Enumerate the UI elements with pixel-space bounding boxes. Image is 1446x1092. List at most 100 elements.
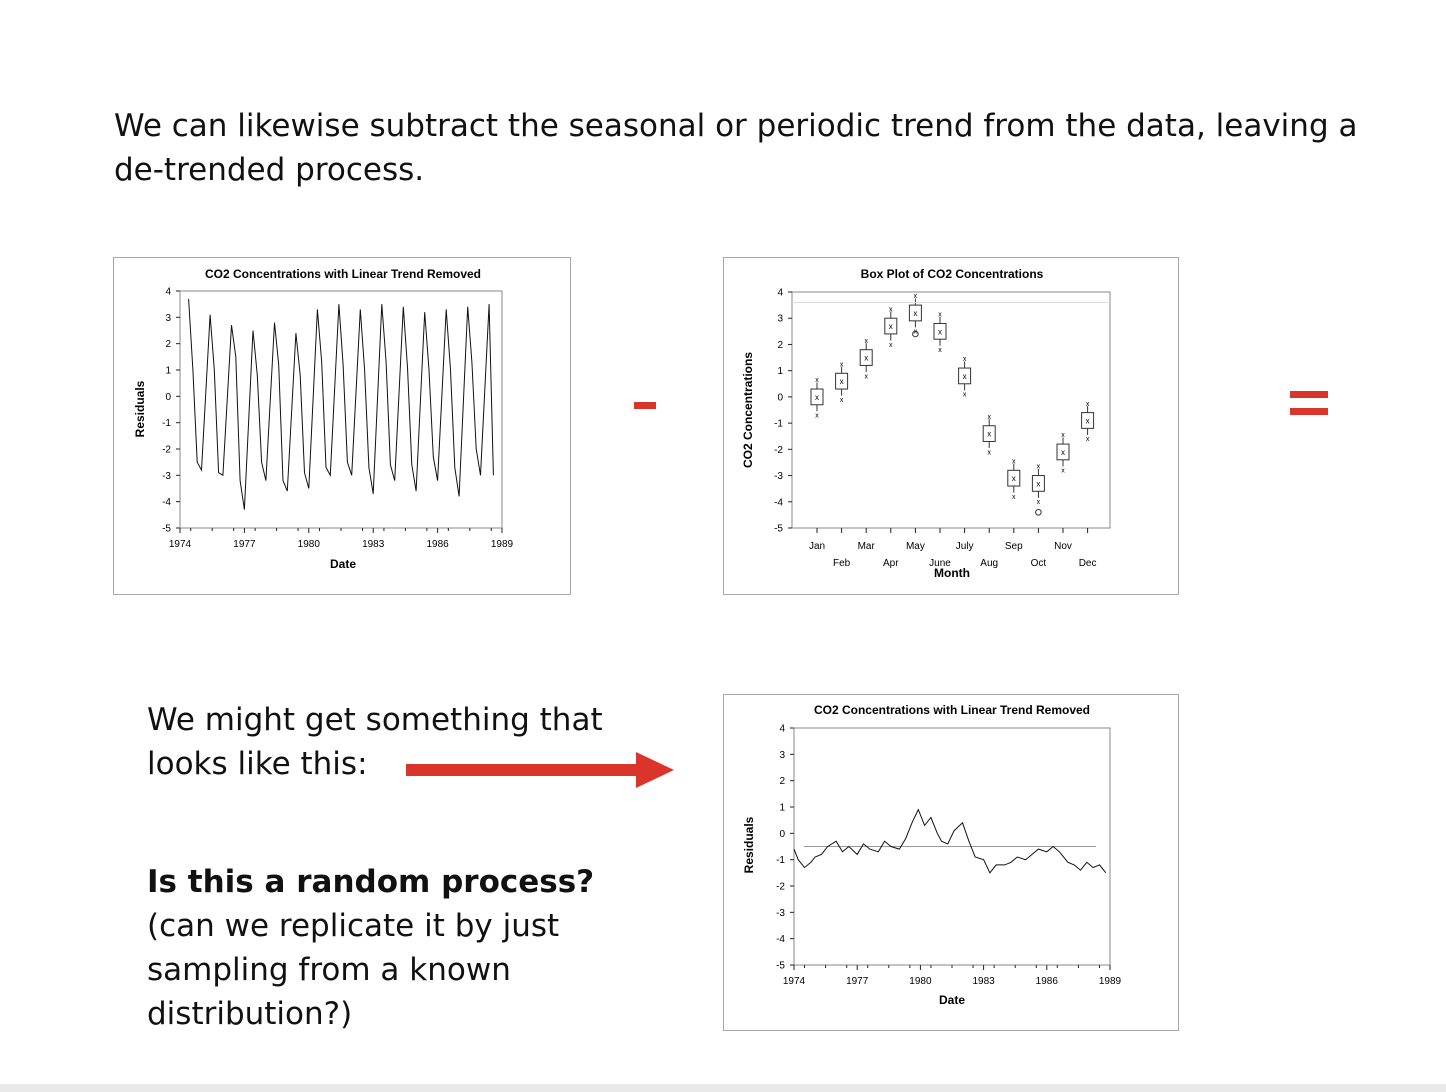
- y-tick-label: 3: [777, 314, 783, 325]
- median-marker: x: [987, 430, 991, 439]
- outlier: [912, 330, 919, 338]
- x-tick-label: Aug: [980, 558, 998, 569]
- y-tick-label: -3: [776, 908, 785, 919]
- series-line: [188, 298, 494, 510]
- y-tick-label: -2: [162, 445, 171, 456]
- box: [982, 425, 996, 442]
- box: [884, 317, 898, 335]
- x-tick-label: Dec: [1079, 558, 1097, 569]
- whisker-cap-marker: x: [1061, 468, 1065, 475]
- y-tick-label: 2: [165, 339, 171, 350]
- y-tick-label: -2: [776, 882, 785, 893]
- whisker-cap-marker: x: [889, 342, 893, 349]
- y-axis-label: Residuals: [133, 380, 147, 437]
- x-axis-label: Month: [934, 566, 970, 580]
- x-tick-label: 1989: [1099, 976, 1122, 987]
- box: [1031, 475, 1045, 492]
- whisker-cap-marker: x: [938, 347, 942, 354]
- median-marker: x: [840, 377, 844, 386]
- whisker-cap-marker: x: [1037, 464, 1041, 471]
- whisker-cap-marker: x: [987, 449, 991, 456]
- chart-box-plot: Box Plot of CO2 Concentrations Month CO2…: [723, 257, 1179, 595]
- y-tick-label: -3: [162, 471, 171, 482]
- question-bold: Is this a random process?: [147, 864, 595, 900]
- x-tick-label: July: [956, 541, 974, 552]
- y-tick-label: 0: [779, 829, 785, 840]
- question-paragraph: Is this a random process? (can we replic…: [147, 860, 617, 1036]
- x-tick-label: 1977: [233, 539, 256, 550]
- whisker-cap-marker: x: [815, 413, 819, 420]
- right-arrow-icon: [406, 752, 674, 788]
- box: [859, 349, 873, 366]
- x-tick-label: 1986: [426, 539, 449, 550]
- whisker-cap-marker: x: [938, 312, 942, 319]
- chart-title: Box Plot of CO2 Concentrations: [861, 267, 1044, 281]
- y-tick-label: -4: [162, 497, 171, 508]
- x-tick-label: 1980: [298, 539, 321, 550]
- y-tick-label: 2: [777, 340, 783, 351]
- whisker-cap-marker: x: [815, 377, 819, 384]
- y-tick-label: -2: [774, 445, 783, 456]
- y-tick-label: 0: [777, 392, 783, 403]
- might-get-text: We might get something that looks like t…: [147, 702, 603, 782]
- x-tick-label: Sep: [1005, 541, 1023, 552]
- x-tick-label: 1986: [1036, 976, 1059, 987]
- x-tick-label: 1974: [169, 539, 192, 550]
- y-tick-label: 1: [165, 366, 171, 377]
- y-tick-label: -1: [774, 419, 783, 430]
- y-tick-label: -1: [162, 418, 171, 429]
- whisker-cap-marker: x: [840, 397, 844, 404]
- chart-seasonal-residuals-svg: CO2 Concentrations with Linear Trend Rem…: [133, 267, 514, 571]
- box: [958, 367, 972, 385]
- intro-paragraph: We can likewise subtract the seasonal or…: [114, 108, 1358, 188]
- y-tick-label: -5: [162, 524, 171, 535]
- y-axis-label: Residuals: [742, 816, 756, 873]
- box: [933, 322, 947, 340]
- whisker-cap-marker: x: [914, 329, 918, 336]
- y-tick-label: -4: [774, 497, 783, 508]
- x-tick-label: Feb: [833, 558, 851, 569]
- median-marker: x: [963, 372, 967, 381]
- chart-title: CO2 Concentrations with Linear Trend Rem…: [814, 703, 1090, 717]
- y-tick-label: -5: [774, 524, 783, 535]
- median-marker: x: [1086, 416, 1090, 425]
- whisker-cap-marker: x: [1086, 401, 1090, 408]
- x-tick-label: 1977: [846, 976, 869, 987]
- x-tick-label: Oct: [1031, 558, 1047, 569]
- y-tick-label: 1: [779, 803, 785, 814]
- x-tick-label: May: [906, 541, 925, 552]
- median-marker: x: [864, 354, 868, 363]
- y-tick-label: 0: [165, 392, 171, 403]
- median-marker: x: [1012, 474, 1016, 483]
- y-tick-label: 4: [165, 287, 171, 298]
- y-tick-label: 3: [165, 313, 171, 324]
- y-axis-label: CO2 Concentrations: [741, 352, 755, 468]
- box: [835, 372, 849, 390]
- whisker-cap-marker: x: [1061, 432, 1065, 439]
- whisker-cap-marker: x: [840, 361, 844, 368]
- median-marker: x: [889, 322, 893, 331]
- y-tick-label: -5: [776, 961, 785, 972]
- whisker-cap-marker: x: [1086, 436, 1090, 443]
- median-marker: x: [938, 327, 942, 336]
- x-tick-label: Apr: [883, 558, 899, 569]
- chart-seasonal-residuals: CO2 Concentrations with Linear Trend Rem…: [113, 257, 571, 595]
- whisker-cap-marker: x: [1037, 499, 1041, 506]
- x-tick-label: 1983: [362, 539, 385, 550]
- outlier: [1035, 508, 1042, 516]
- x-tick-label: 1983: [972, 976, 995, 987]
- x-tick-label: Jan: [809, 541, 825, 552]
- chart-detrended-residuals: CO2 Concentrations with Linear Trend Rem…: [723, 694, 1179, 1031]
- minus-sign: [634, 402, 656, 409]
- chart-title: CO2 Concentrations with Linear Trend Rem…: [205, 267, 481, 281]
- whisker-cap-marker: x: [987, 414, 991, 421]
- question-rest: (can we replicate it by just sampling fr…: [147, 908, 560, 1032]
- whisker-cap-marker: x: [1012, 494, 1016, 501]
- whisker-cap-marker: x: [864, 338, 868, 345]
- x-axis-label: Date: [939, 993, 965, 1007]
- equals-sign: [1290, 391, 1328, 417]
- box: [1007, 469, 1021, 487]
- chart-detrended-residuals-svg: CO2 Concentrations with Linear Trend Rem…: [742, 703, 1122, 1007]
- box: [1081, 412, 1095, 429]
- x-tick-label: 1974: [783, 976, 806, 987]
